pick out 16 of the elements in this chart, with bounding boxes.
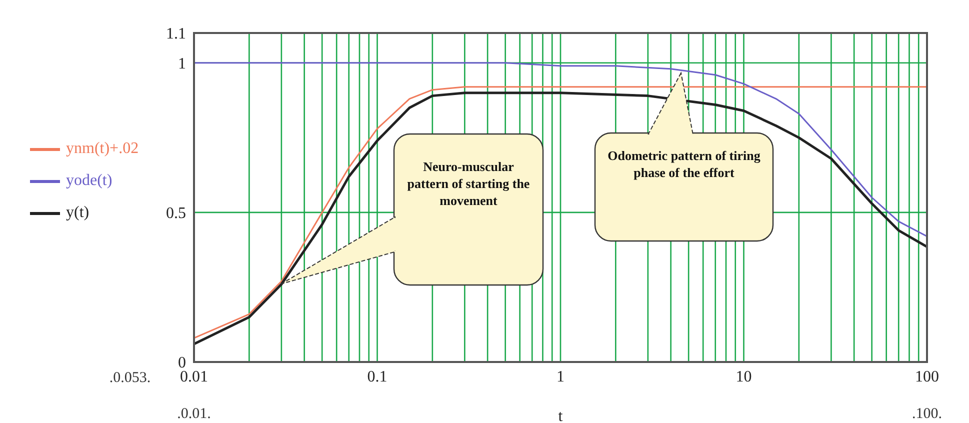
x-tick-label: 100 [915, 368, 939, 386]
legend-label: yode(t) [66, 172, 112, 190]
y-tick-label: 0.5 [166, 205, 186, 222]
text: .0.01. [177, 406, 211, 422]
text: .0.053. [109, 370, 151, 386]
x-tick-label: 10 [736, 368, 752, 386]
y-tick-label: 1.1 [166, 26, 186, 43]
annotation: Neuro-muscular pattern of starting the movement [406, 158, 531, 209]
x-axis-title: t [558, 408, 564, 423]
x-tick-label: 1 [556, 368, 564, 386]
x-tick-label: 0.1 [367, 368, 388, 386]
y-tick-label: 1 [178, 56, 186, 73]
legend-label: ynm(t)+.02 [66, 140, 139, 158]
annotation: Odometric pattern of tiring phase of the effort [606, 147, 762, 181]
legend-label: y(t) [66, 204, 90, 222]
text: .100. [912, 406, 942, 422]
